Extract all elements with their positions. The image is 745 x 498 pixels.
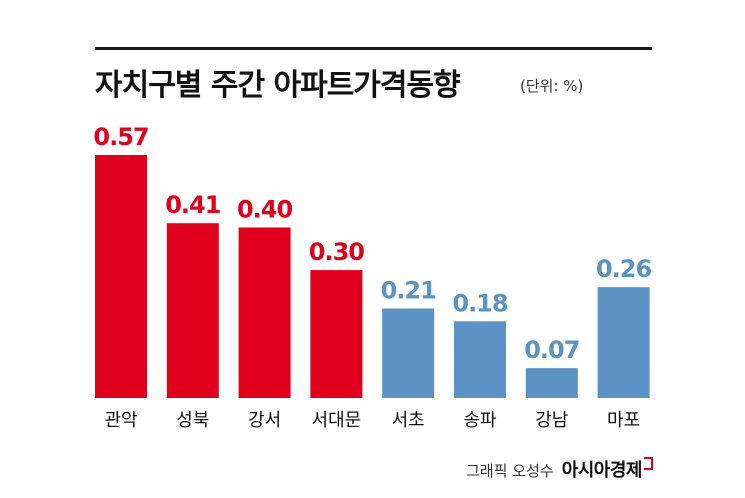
value-label-8: 0.26 [596,255,652,283]
value-label-5: 0.21 [381,276,437,304]
brand-mark-icon [644,457,653,470]
bar-3 [238,227,291,398]
brand-name: 아시아경제 [561,460,643,481]
bar-5 [382,308,435,398]
value-label-3: 0.40 [237,195,293,223]
value-label-7: 0.07 [524,336,579,364]
category-label-5: 서초 [392,410,425,431]
category-label-3: 강서 [248,410,281,431]
value-label-4: 0.30 [309,238,365,266]
bar-7 [525,368,578,398]
brand-logo: 아시아경제 [562,456,653,482]
chart-title: 자치구별 주간 아파트가격동향 [95,68,461,103]
bar-4 [310,270,363,398]
value-label-6: 0.18 [452,289,508,317]
value-label-1: 0.57 [93,123,148,151]
bar-2 [166,223,219,398]
credit: 그래픽 오성수 아시아경제 [466,456,653,482]
category-label-4: 서대문 [312,410,362,431]
title-rule [95,47,652,50]
bar-8 [597,287,650,398]
category-label-8: 마포 [607,410,640,431]
bar-1 [95,155,147,398]
value-label-2: 0.41 [165,191,221,219]
credit-label: 그래픽 오성수 [466,462,554,480]
bar-6 [454,321,506,398]
category-label-7: 강남 [535,410,568,431]
category-label-2: 성북 [176,410,209,431]
unit-label: (단위: %) [520,77,584,95]
category-label-1: 관악 [104,410,137,431]
category-label-6: 송파 [463,410,497,431]
